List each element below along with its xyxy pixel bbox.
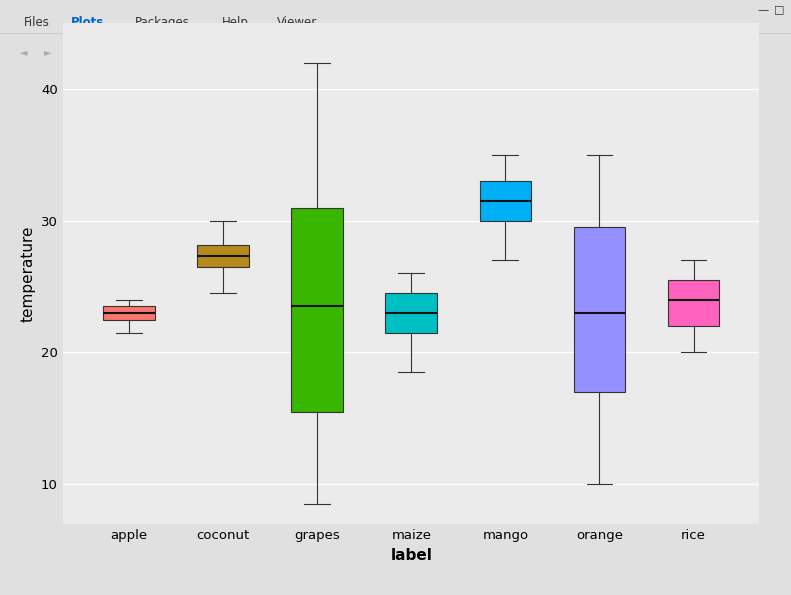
Text: —: —	[757, 5, 768, 15]
Text: Viewer: Viewer	[277, 16, 317, 29]
Text: 🔍 Zoom: 🔍 Zoom	[67, 47, 107, 57]
PathPatch shape	[668, 280, 719, 326]
PathPatch shape	[385, 293, 437, 333]
Text: ◄: ◄	[20, 47, 27, 57]
PathPatch shape	[291, 208, 343, 412]
Text: □: □	[774, 5, 784, 15]
Text: 🔄 Publish ▾: 🔄 Publish ▾	[664, 47, 720, 57]
PathPatch shape	[197, 245, 249, 267]
PathPatch shape	[104, 306, 155, 320]
Text: ✖: ✖	[225, 45, 236, 58]
Y-axis label: temperature: temperature	[21, 226, 36, 322]
Text: Packages: Packages	[134, 16, 189, 29]
X-axis label: label: label	[391, 548, 432, 563]
Text: 📤 Export ▾: 📤 Export ▾	[138, 47, 191, 57]
Text: Files: Files	[24, 16, 50, 29]
PathPatch shape	[573, 227, 626, 392]
PathPatch shape	[479, 181, 532, 221]
Text: Plots: Plots	[71, 16, 104, 29]
Text: ►: ►	[44, 47, 51, 57]
Text: Help: Help	[221, 16, 248, 29]
